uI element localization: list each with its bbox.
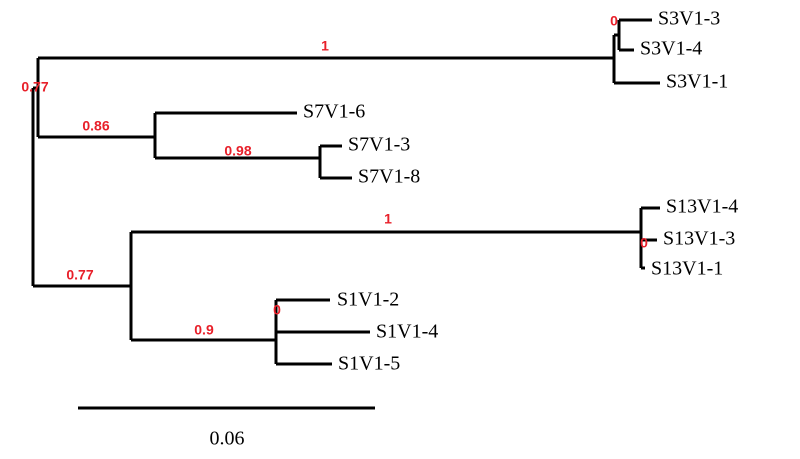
branch bbox=[131, 298, 370, 366]
leaf-label: S7V1-8 bbox=[358, 166, 420, 188]
leaf-label: S3V1-3 bbox=[658, 8, 720, 30]
scale-bar: 0.06 bbox=[78, 406, 375, 450]
support-value: 1 bbox=[321, 38, 329, 54]
support-value: 0 bbox=[610, 13, 618, 29]
leaf-label: S13V1-3 bbox=[663, 228, 735, 250]
leaf-label: S1V1-4 bbox=[376, 321, 438, 343]
branches bbox=[31, 18, 660, 366]
leaf-label: S1V1-5 bbox=[338, 353, 400, 375]
leaf-label: S3V1-1 bbox=[666, 71, 728, 93]
leaf-label: S3V1-4 bbox=[640, 38, 702, 60]
leaf-label: S7V1-3 bbox=[348, 134, 410, 156]
branch bbox=[38, 111, 352, 180]
support-value: 0.77 bbox=[66, 267, 93, 283]
leaf-label: S13V1-4 bbox=[666, 196, 738, 218]
leaf-label: S7V1-6 bbox=[303, 101, 365, 123]
branch bbox=[38, 18, 660, 85]
scale-bar-label: 0.06 bbox=[210, 428, 245, 450]
branch bbox=[33, 206, 660, 340]
leaf-label: S13V1-1 bbox=[651, 258, 723, 280]
support-value: 0 bbox=[640, 235, 648, 251]
branch bbox=[31, 58, 40, 286]
leaf-labels: S3V1-3 S3V1-4 S3V1-1 S7V1-6 S7V1-3 S7V1-… bbox=[303, 8, 738, 375]
support-value: 0.9 bbox=[194, 322, 214, 338]
support-value: 1 bbox=[384, 211, 392, 227]
support-value: 0.86 bbox=[82, 118, 109, 134]
support-value: 0.77 bbox=[21, 79, 48, 95]
support-value: 0 bbox=[273, 302, 281, 318]
support-values: 1 0.77 0.86 0.98 0 1 0 0.77 0.9 0 bbox=[21, 13, 648, 338]
support-value: 0.98 bbox=[224, 143, 251, 159]
leaf-label: S1V1-2 bbox=[337, 289, 399, 311]
